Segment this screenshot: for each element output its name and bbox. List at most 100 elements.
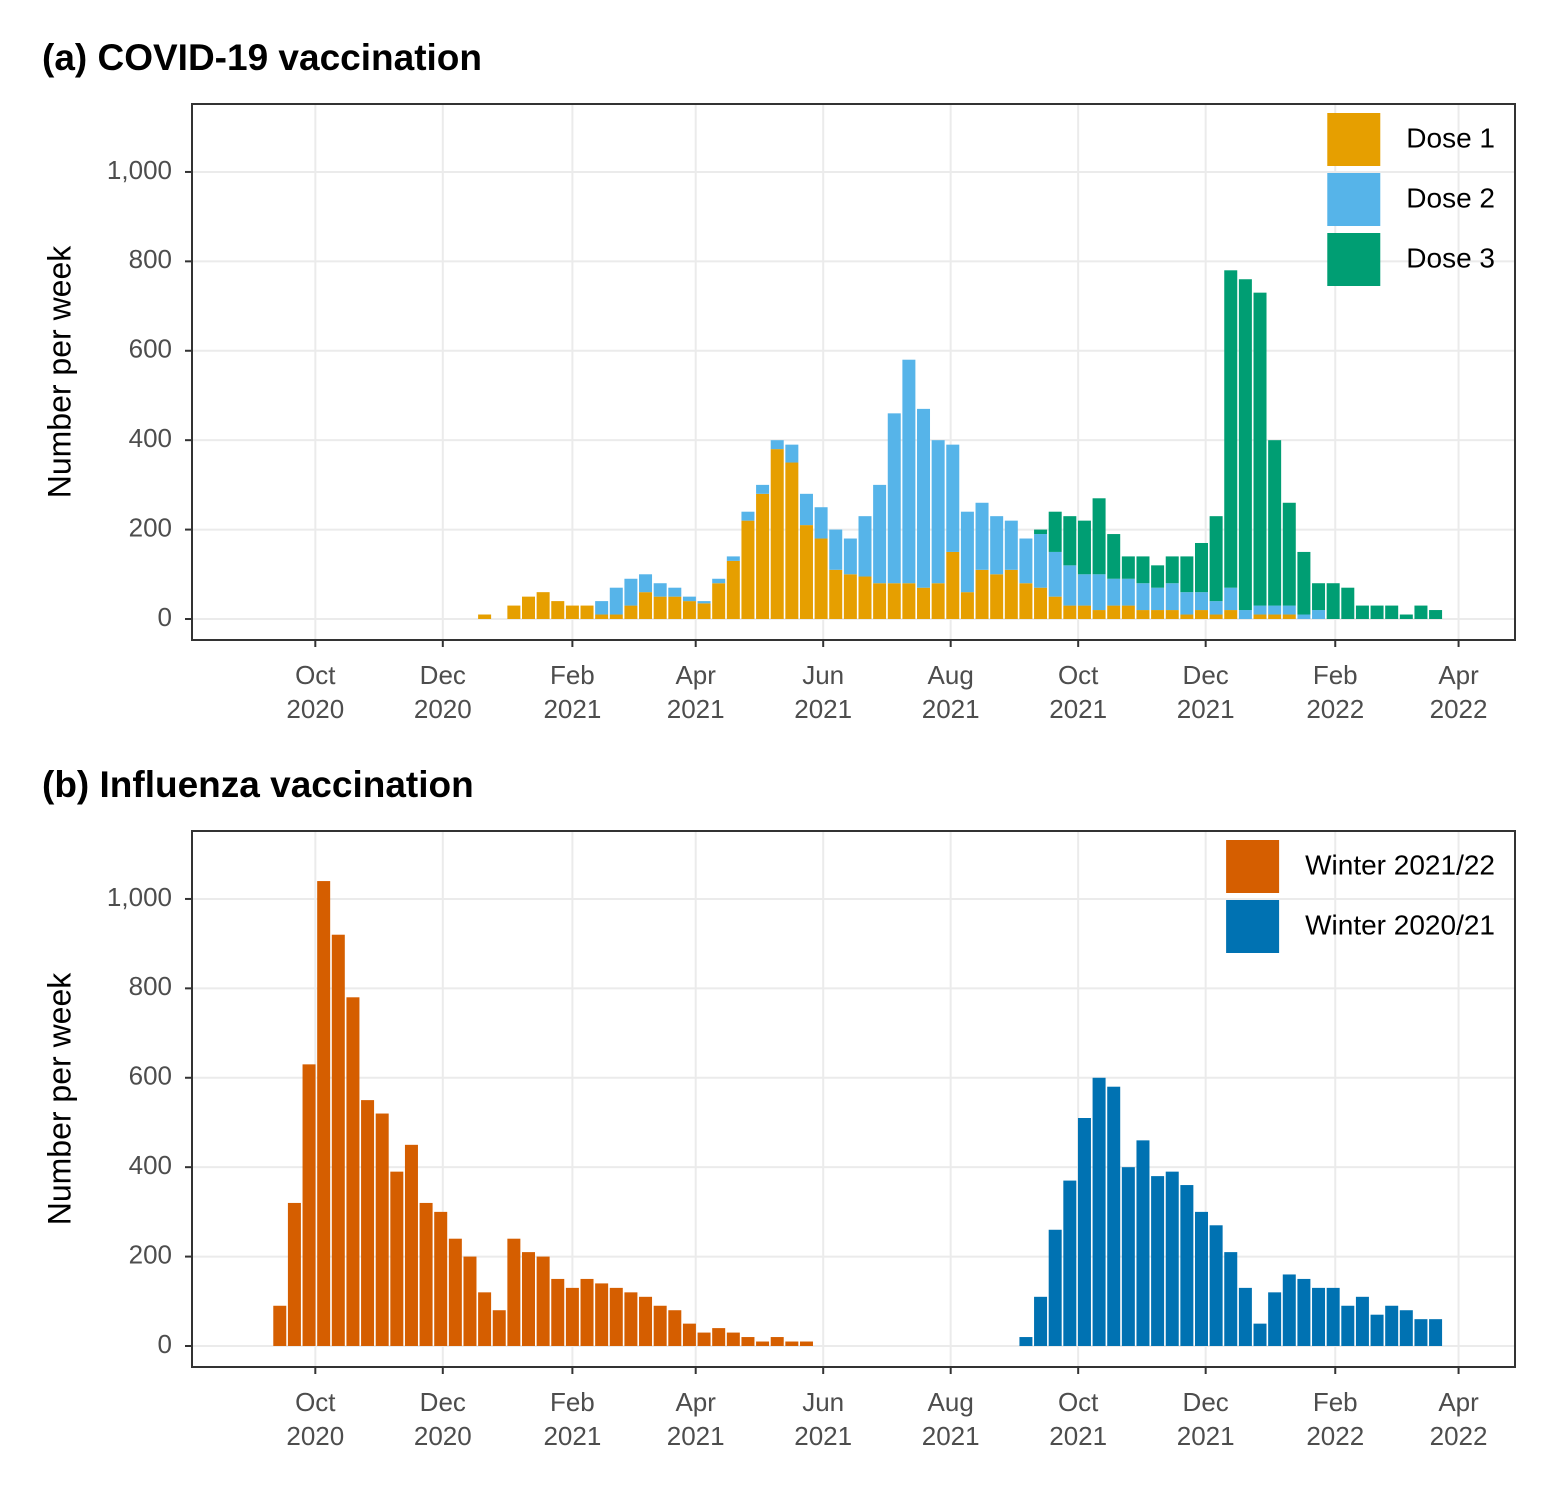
- bar: [1370, 1314, 1384, 1346]
- bar: [1004, 520, 1018, 570]
- bar: [756, 1341, 770, 1346]
- bar: [1253, 605, 1267, 615]
- x-tick-label: Jun 2021: [794, 1387, 852, 1451]
- bar: [829, 529, 843, 570]
- bar: [712, 578, 726, 584]
- bar: [434, 1211, 448, 1346]
- bar: [580, 1278, 594, 1346]
- bar: [507, 605, 521, 619]
- bar: [1282, 614, 1296, 619]
- legend-key: [1327, 233, 1381, 286]
- bar: [668, 587, 682, 597]
- x-tick-label: Oct 2020: [286, 1387, 344, 1451]
- bar: [858, 576, 872, 619]
- bar: [1019, 538, 1033, 584]
- y-tick-label: 0: [158, 602, 172, 632]
- bar: [346, 997, 360, 1346]
- bar: [741, 1337, 755, 1346]
- bar: [1297, 551, 1311, 615]
- bar: [1107, 605, 1121, 619]
- bar: [580, 605, 594, 619]
- x-tick-label: Dec 2020: [414, 1387, 472, 1451]
- bar: [302, 1064, 316, 1346]
- bar: [565, 605, 579, 619]
- bar: [536, 592, 550, 619]
- bar: [829, 569, 843, 619]
- bar: [902, 359, 916, 584]
- bar: [1063, 605, 1077, 619]
- bar: [873, 484, 887, 584]
- x-tick-label: Oct 2021: [1049, 660, 1107, 724]
- bar: [653, 596, 667, 619]
- legend-label: Winter 2020/21: [1305, 909, 1495, 940]
- bar: [1107, 1086, 1121, 1346]
- bar: [536, 1256, 550, 1346]
- bar: [917, 408, 931, 588]
- bar: [463, 1256, 477, 1346]
- bar: [1019, 1337, 1033, 1346]
- bar: [1151, 587, 1165, 611]
- bar: [1165, 1171, 1179, 1346]
- bar: [843, 538, 857, 575]
- bar: [1341, 1305, 1355, 1346]
- bar: [565, 1287, 579, 1346]
- plot-border: [191, 103, 1516, 641]
- y-tick-label: 1,000: [107, 882, 172, 912]
- bar: [1282, 1274, 1296, 1346]
- bar: [1414, 605, 1428, 619]
- bar: [1004, 569, 1018, 619]
- bar: [1224, 270, 1238, 588]
- x-tick-label: Feb 2021: [543, 660, 601, 724]
- x-tick-label: Apr 2021: [667, 660, 725, 724]
- y-tick-label: 800: [129, 971, 172, 1001]
- bar: [1326, 583, 1340, 619]
- bar: [873, 583, 887, 619]
- bar: [946, 444, 960, 552]
- bar: [1238, 279, 1252, 611]
- bar: [1326, 1287, 1340, 1346]
- bar: [843, 574, 857, 619]
- chart-title: (a) COVID-19 vaccination: [42, 37, 482, 78]
- bar: [756, 493, 770, 619]
- bar: [1063, 565, 1077, 606]
- bar: [668, 596, 682, 619]
- bar: [1136, 583, 1150, 611]
- bar: [741, 520, 755, 619]
- bar: [1180, 1185, 1194, 1346]
- bar: [1268, 440, 1282, 606]
- bar: [697, 1332, 711, 1346]
- y-tick-label: 600: [129, 1061, 172, 1091]
- bar: [624, 605, 638, 619]
- bar: [1107, 534, 1121, 579]
- bar: [931, 583, 945, 619]
- y-tick-label: 200: [129, 512, 172, 542]
- bar: [1077, 520, 1091, 575]
- bar: [595, 1283, 609, 1346]
- bar: [1399, 614, 1413, 619]
- bar: [1107, 578, 1121, 606]
- bar: [682, 601, 696, 619]
- bar: [273, 1305, 287, 1346]
- bar: [990, 574, 1004, 619]
- bar: [756, 484, 770, 494]
- bar: [1077, 605, 1091, 619]
- bar: [1063, 516, 1077, 566]
- x-tick-label: Apr 2021: [667, 1387, 725, 1451]
- y-tick-label: 400: [129, 423, 172, 453]
- x-tick-label: Oct 2021: [1049, 1387, 1107, 1451]
- y-axis-label: Number per week: [41, 972, 77, 1226]
- bar: [785, 444, 799, 463]
- x-tick-label: Dec 2020: [414, 660, 472, 724]
- bar: [1034, 1296, 1048, 1346]
- bar: [1268, 1292, 1282, 1346]
- bar: [1092, 1077, 1106, 1346]
- bar: [1092, 574, 1106, 611]
- bar: [1312, 583, 1326, 611]
- bar: [1151, 610, 1165, 619]
- bar: [1048, 596, 1062, 619]
- chart-title: (b) Influenza vaccination: [42, 764, 474, 805]
- bar: [1165, 610, 1179, 619]
- bar: [1341, 587, 1355, 619]
- legend-label: Dose 2: [1406, 182, 1495, 213]
- bar: [770, 440, 784, 450]
